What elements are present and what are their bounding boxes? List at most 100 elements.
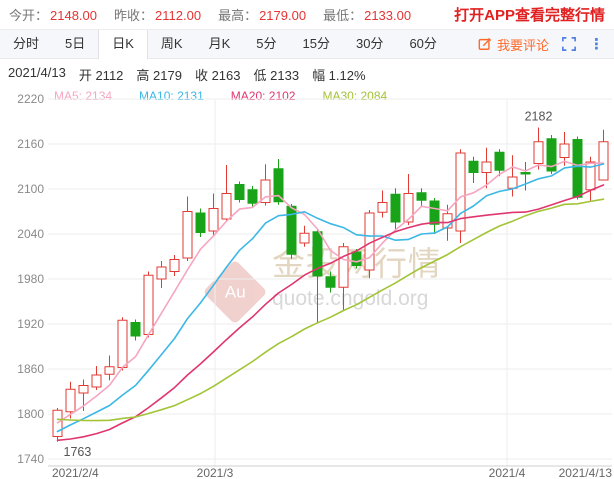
ma-lines — [56, 160, 605, 442]
candle — [260, 164, 271, 206]
quote-label: 昨收： — [114, 8, 154, 23]
tab-5分[interactable]: 5分 — [256, 36, 277, 51]
candle-body — [351, 251, 362, 266]
candle-body — [156, 266, 167, 280]
tab-月K[interactable]: 月K — [208, 36, 231, 51]
y-tick-label: 1740 — [17, 452, 44, 466]
tab-60分[interactable]: 60分 — [409, 36, 437, 51]
candle — [247, 186, 258, 207]
candle — [325, 271, 336, 293]
tab-30分[interactable]: 30分 — [355, 36, 384, 51]
candles — [52, 127, 609, 442]
candle-body — [104, 366, 115, 375]
candle-body — [299, 232, 310, 244]
y-tick-label: 1860 — [17, 362, 44, 376]
candle-body — [390, 193, 401, 223]
candle — [533, 127, 544, 170]
quote-item: 今开： 2148.00 — [9, 5, 97, 24]
candle — [286, 204, 297, 259]
candle — [65, 381, 76, 419]
candle — [169, 255, 180, 276]
quote-summary-bar: 今开： 2148.00 昨收： 2112.00 最高： 2179.00 最低： 2133.00… — [0, 0, 614, 29]
period-tabs: 分时 5日 日K 周K 月K 5分 15分 30分 60分 — [0, 30, 450, 59]
fullscreen-icon — [562, 37, 576, 51]
info-field: 低 2133 — [253, 68, 300, 83]
candle-body — [533, 141, 544, 164]
candle — [455, 149, 466, 243]
candle — [481, 147, 492, 189]
candle-body — [91, 374, 102, 388]
tab-日K[interactable]: 日K — [98, 30, 148, 59]
candle-body — [260, 179, 271, 203]
tab-分时[interactable]: 分时 — [13, 36, 40, 51]
cngold-logo-icon: Au — [202, 259, 268, 325]
period-tab-bar: 分时 5日 日K 周K 月K 5分 15分 30分 60分 我要评论 ⋮ — [0, 29, 614, 59]
candle — [598, 129, 609, 181]
watermark-brand: 金投网行情 — [272, 245, 442, 282]
candle-body — [377, 202, 388, 213]
candle-body — [416, 192, 427, 201]
candle-body — [520, 172, 531, 175]
ma-line-ma20 — [56, 184, 605, 442]
candle-body — [468, 160, 479, 173]
grid: 2220216021002040198019201860180017402021… — [17, 92, 612, 479]
candle — [364, 210, 375, 279]
candle — [429, 198, 440, 234]
candle — [403, 174, 414, 225]
candle — [507, 155, 518, 197]
candle — [130, 319, 141, 341]
toolbar-actions: 我要评论 ⋮ — [478, 30, 614, 58]
ma-legend-item: MA5: 2134 — [54, 89, 113, 103]
candle — [195, 208, 206, 237]
ma-line-ma10 — [56, 163, 605, 433]
candle — [572, 136, 583, 200]
candle — [585, 156, 596, 202]
candle — [468, 156, 479, 183]
y-tick-label: 2160 — [17, 137, 44, 151]
comment-button[interactable]: 我要评论 — [478, 35, 549, 54]
quote-summary: 今开： 2148.00 昨收： 2112.00 最高： 2179.00 最低： 2133.00 — [9, 5, 428, 24]
candle-body — [546, 138, 557, 172]
ma-legend-item: MA20: 2102 — [230, 89, 296, 103]
tab-5日[interactable]: 5日 — [65, 36, 86, 51]
candle — [351, 249, 362, 269]
quote-value: 2133.00 — [364, 8, 412, 23]
info-field: 收 2163 — [194, 68, 241, 83]
comment-label: 我要评论 — [496, 37, 549, 53]
ohlc-info-bar: 2021/4/13 开 2112 高 2179 收 2163 低 2133 幅 1.12… — [0, 59, 614, 84]
quote-label: 最低： — [323, 8, 363, 23]
candle-body — [273, 168, 284, 203]
candle-body — [117, 319, 128, 368]
pencil-icon — [478, 37, 492, 50]
tab-周K[interactable]: 周K — [160, 36, 183, 51]
candle — [117, 317, 128, 371]
fullscreen-button[interactable] — [562, 37, 576, 51]
candle-body — [403, 193, 414, 223]
x-tick-label: 2021/4/13 — [559, 466, 613, 479]
candle-body — [247, 189, 258, 204]
candle-body — [208, 208, 219, 232]
candle-body — [598, 141, 609, 181]
ma-line-ma30 — [56, 198, 605, 422]
candle — [273, 159, 284, 205]
quote-item: 昨收： 2112.00 — [114, 5, 201, 24]
x-tick-label: 2021/2/4 — [52, 466, 99, 479]
candle — [390, 188, 401, 231]
tab-15分[interactable]: 15分 — [302, 36, 330, 51]
quote-item: 最低： 2133.00 — [323, 5, 411, 24]
quote-value: 2112.00 — [155, 8, 202, 23]
open-app-link[interactable]: 打开APP查看完整行情 — [454, 7, 605, 24]
candle-body — [169, 259, 180, 272]
candle-body — [494, 151, 505, 171]
candle-body — [572, 139, 583, 198]
candle — [312, 229, 323, 324]
candle — [442, 204, 453, 241]
y-tick-label: 2100 — [17, 182, 44, 196]
candle — [52, 408, 63, 442]
quote-value: 2148.00 — [50, 8, 98, 23]
candle — [416, 188, 427, 207]
info-field: 幅 1.12% — [312, 68, 366, 83]
more-options-button[interactable]: ⋮ — [589, 35, 604, 53]
candle — [156, 261, 167, 288]
